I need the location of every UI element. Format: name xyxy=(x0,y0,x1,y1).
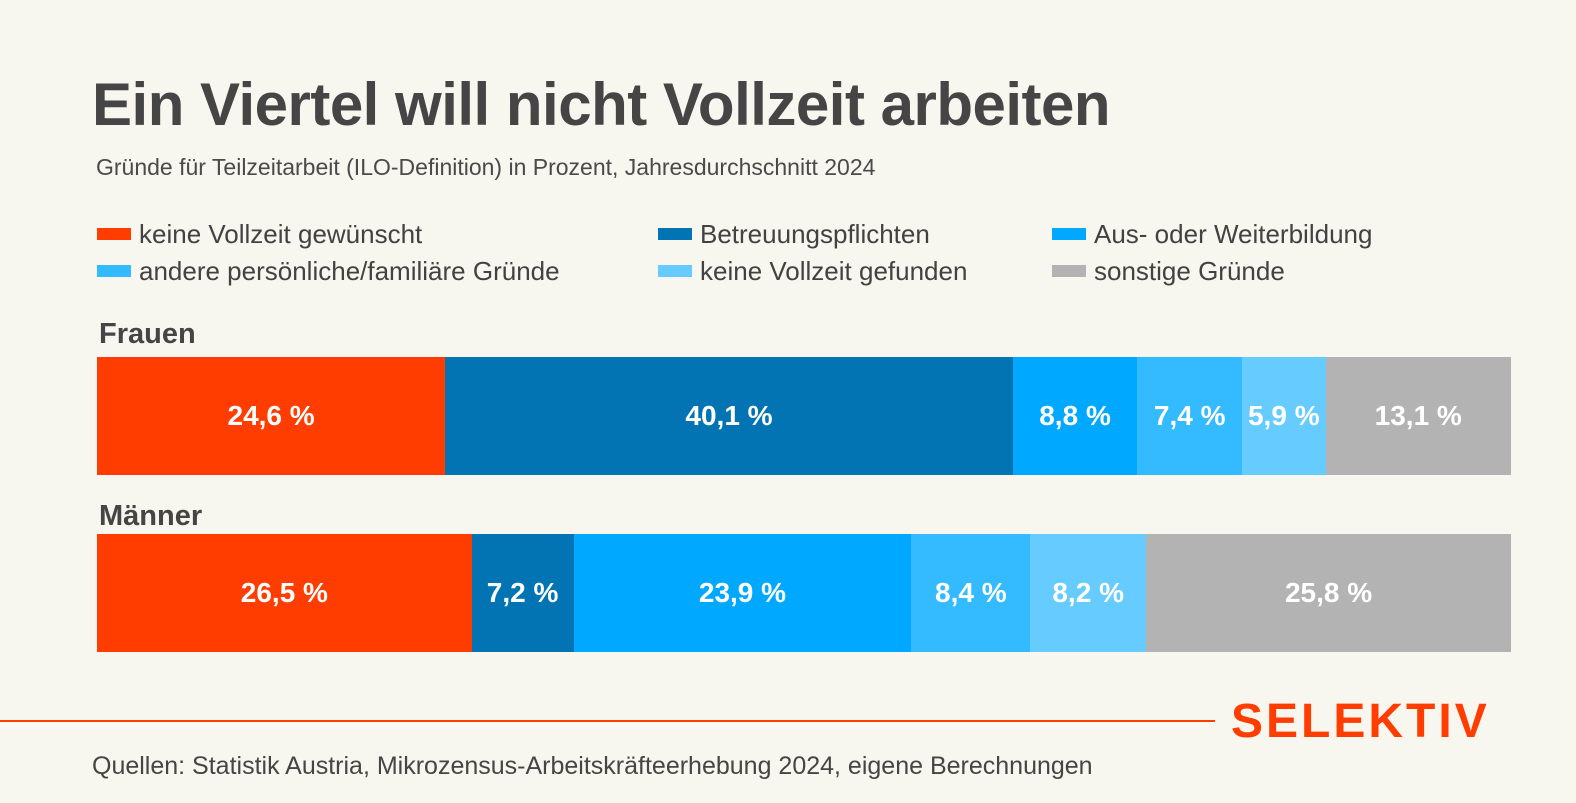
legend-swatch xyxy=(658,265,692,277)
bar-segment: 23,9 % xyxy=(573,534,912,652)
legend-swatch xyxy=(658,228,692,240)
legend-swatch xyxy=(97,228,131,240)
legend-label: keine Vollzeit gewünscht xyxy=(139,218,423,249)
data-label: 7,2 % xyxy=(486,577,559,608)
legend-label: Aus- oder Weiterbildung xyxy=(1094,218,1373,249)
bar-row: 24,6 % 40,1 % 8,8 % 7,4 % 5,9 % 13,1 % xyxy=(97,357,1511,475)
legend-item: Betreuungspflichten xyxy=(658,219,930,249)
legend-label: Betreuungspflichten xyxy=(700,218,930,249)
data-label: 26,5 % xyxy=(240,577,328,608)
chart-subtitle: Gründe für Teilzeitarbeit (ILO-Definitio… xyxy=(96,154,876,180)
legend-swatch xyxy=(97,265,131,277)
bar-segment: 8,8 % xyxy=(1012,357,1138,475)
bar-segment: 8,4 % xyxy=(911,534,1031,652)
legend-label: andere persönliche/familiäre Gründe xyxy=(139,255,560,286)
chart-title: Ein Viertel will nicht Vollzeit arbeiten xyxy=(92,71,1111,138)
data-label: 8,8 % xyxy=(1039,400,1111,431)
category-label: Männer xyxy=(99,500,203,532)
data-label: 24,6 % xyxy=(227,400,315,431)
data-label: 5,9 % xyxy=(1247,400,1320,431)
data-label: 25,8 % xyxy=(1284,577,1373,608)
legend-swatch xyxy=(1052,265,1086,277)
legend-item: andere persönliche/familiäre Gründe xyxy=(97,256,560,286)
bar-row: 26,5 % 7,2 % 23,9 % 8,4 % 8,2 % 25,8 % xyxy=(97,534,1511,652)
data-label: 8,2 % xyxy=(1052,577,1124,608)
brand-logo: SELEKTIV xyxy=(1231,695,1490,748)
legend-label: sonstige Gründe xyxy=(1094,255,1285,286)
category-label: Frauen xyxy=(99,318,196,350)
legend-item: sonstige Gründe xyxy=(1052,256,1285,286)
bar-segment: 7,2 % xyxy=(471,534,574,652)
data-label: 8,4 % xyxy=(935,577,1007,608)
bar-segment: 26,5 % xyxy=(97,534,472,652)
source-note: Quellen: Statistik Austria, Mikrozensus-… xyxy=(92,752,1093,780)
legend-item: keine Vollzeit gewünscht xyxy=(97,219,422,249)
divider-line xyxy=(0,720,1215,722)
data-label: 7,4 % xyxy=(1153,400,1226,431)
bar-segment: 13,1 % xyxy=(1325,357,1511,475)
bar-segment: 40,1 % xyxy=(445,357,1013,475)
data-label: 40,1 % xyxy=(685,400,773,431)
legend-item: Aus- oder Weiterbildung xyxy=(1052,219,1372,249)
data-label: 13,1 % xyxy=(1374,400,1462,431)
legend-label: keine Vollzeit gefunden xyxy=(700,255,968,286)
legend-item: keine Vollzeit gefunden xyxy=(658,256,967,286)
bar-segment: 8,2 % xyxy=(1030,534,1147,652)
bar-segment: 7,4 % xyxy=(1137,357,1243,475)
legend-swatch xyxy=(1052,228,1086,240)
bar-segment: 5,9 % xyxy=(1242,357,1326,475)
bar-segment: 24,6 % xyxy=(97,357,446,475)
data-label: 23,9 % xyxy=(698,577,787,608)
bar-segment: 25,8 % xyxy=(1146,534,1511,652)
